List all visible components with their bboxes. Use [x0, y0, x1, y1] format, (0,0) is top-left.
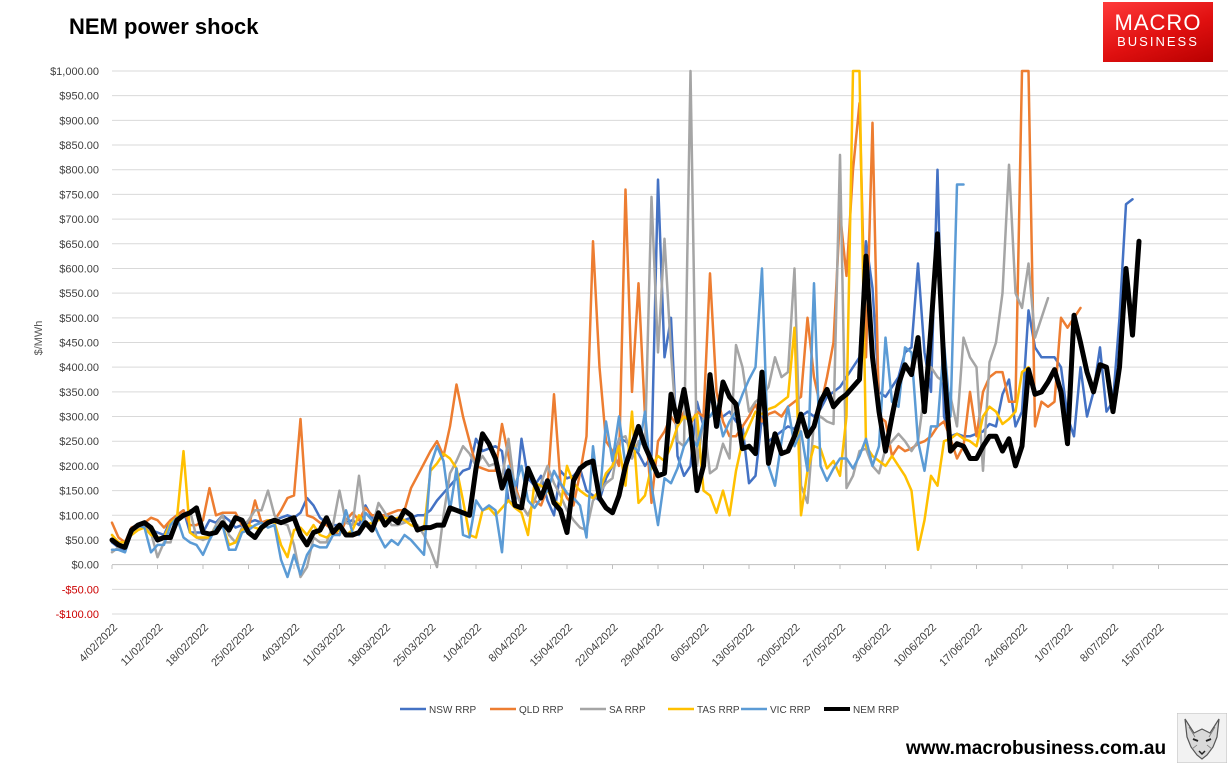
x-tick-label: 15/07/2022 — [1119, 622, 1166, 669]
y-tick-label: -$100.00 — [56, 609, 99, 621]
x-tick-label: 15/04/2022 — [528, 622, 575, 669]
x-tick-label: 18/03/2022 — [346, 622, 393, 669]
x-tick-label: 17/06/2022 — [937, 622, 984, 669]
legend-label: VIC RRP — [770, 705, 811, 716]
x-tick-label: 25/03/2022 — [391, 622, 438, 669]
y-tick-label: $900.00 — [59, 115, 99, 127]
y-axis: -$100.00 -$50.00 $0.00 $50.00 $100.00 $150.00… — [50, 66, 99, 621]
series-line-tas-rrp — [110, 69, 1030, 559]
y-tick-label: $500.00 — [59, 313, 99, 325]
legend: NSW RRP QLD RRP SA RRP TAS RRP VIC RRP NEM RR… — [400, 705, 899, 716]
y-tick-label: $100.00 — [59, 510, 99, 522]
y-tick-label: $350.00 — [59, 387, 99, 399]
x-tick-label: 3/06/2022 — [851, 622, 894, 665]
x-tick-label: 6/05/2022 — [669, 622, 712, 665]
y-tick-label: $50.00 — [65, 535, 99, 547]
legend-label: TAS RRP — [697, 705, 740, 716]
series-line-nem-rrp — [109, 231, 1142, 550]
y-tick-label: $650.00 — [59, 239, 99, 251]
legend-label: NSW RRP — [429, 705, 477, 716]
legend-label: SA RRP — [609, 705, 646, 716]
x-tick-label: 29/04/2022 — [619, 622, 666, 669]
series-line-vic-rrp — [110, 183, 965, 579]
y-tick-label: $700.00 — [59, 214, 99, 226]
x-tick-label: 4/03/2022 — [259, 622, 302, 665]
y-tick-label: $850.00 — [59, 140, 99, 152]
x-tick-label: 8/07/2022 — [1078, 622, 1121, 665]
y-tick-label: -$50.00 — [62, 584, 99, 596]
y-tick-label: $200.00 — [59, 461, 99, 473]
x-tick-label: 18/02/2022 — [164, 622, 211, 669]
y-tick-label: $0.00 — [71, 560, 99, 572]
x-tick-label: 8/04/2022 — [487, 622, 530, 665]
x-tick-label: 10/06/2022 — [892, 622, 939, 669]
logo-line-2: BUSINESS — [1117, 34, 1199, 49]
logo-line-1: MACRO — [1114, 10, 1202, 35]
y-tick-label: $950.00 — [59, 91, 99, 103]
x-tick-label: 4/02/2022 — [77, 622, 120, 665]
x-tick-label: 20/05/2022 — [755, 622, 802, 669]
y-tick-label: $150.00 — [59, 486, 99, 498]
x-tick-label: 11/02/2022 — [119, 622, 166, 669]
y-tick-label: $750.00 — [59, 189, 99, 201]
x-tick-label: 11/03/2022 — [301, 622, 348, 669]
x-tick-label: 22/04/2022 — [573, 622, 620, 669]
y-tick-label: $550.00 — [59, 288, 99, 300]
x-tick-label: 24/06/2022 — [983, 622, 1030, 669]
x-tick-label: 27/05/2022 — [801, 622, 848, 669]
macrobusiness-logo: MACRO BUSINESS — [1103, 2, 1213, 62]
x-tick-label: 25/02/2022 — [209, 622, 256, 669]
series-lines — [109, 69, 1142, 579]
x-tick-label: 13/05/2022 — [710, 622, 757, 669]
y-tick-label: $1,000.00 — [50, 66, 99, 78]
chart-title: NEM power shock — [69, 14, 259, 39]
x-tick-label: 1/04/2022 — [441, 622, 484, 665]
y-axis-label: $/MWh — [33, 321, 45, 356]
wolf-icon — [1177, 713, 1227, 763]
y-tick-label: $400.00 — [59, 362, 99, 374]
y-tick-label: $800.00 — [59, 165, 99, 177]
y-tick-label: $450.00 — [59, 338, 99, 350]
legend-label: NEM RRP — [853, 705, 899, 716]
y-tick-label: $300.00 — [59, 412, 99, 424]
legend-label: QLD RRP — [519, 705, 564, 716]
website-url: www.macrobusiness.com.au — [906, 738, 1167, 759]
y-tick-label: $250.00 — [59, 436, 99, 448]
y-tick-label: $600.00 — [59, 263, 99, 275]
series-line-sa-rrp — [110, 69, 1050, 579]
x-tick-label: 1/07/2022 — [1033, 622, 1076, 665]
